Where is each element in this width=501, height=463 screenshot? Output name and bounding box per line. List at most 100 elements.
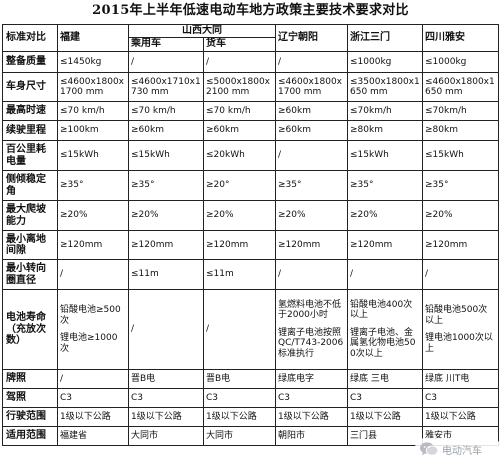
cell-zhejiang-line2: 锂离子电池、金属氢化物电池500次以上 <box>350 327 416 359</box>
cell-sichuan: 1级以下公路 <box>422 407 499 427</box>
cell-truck: C3 <box>203 388 276 408</box>
cell-passenger: / <box>128 51 204 73</box>
table-row: 牌照 / 晋B电 晋B电 绿底电字 绿底 三电 绿底 川T电 <box>2 369 499 389</box>
cell-passenger: 大同市 <box>128 426 204 446</box>
header-passenger: 乘用车 <box>128 37 204 52</box>
row-label: 续驶里程 <box>2 120 58 141</box>
row-label: 电池寿命（充放次数） <box>2 289 58 370</box>
cell-truck: ≤11m <box>203 259 276 290</box>
cell-sichuan: ≤70km/h <box>422 101 499 121</box>
cell-fujian: C3 <box>57 388 129 408</box>
row-label: 最小转向圈直径 <box>2 259 58 290</box>
header-row-2: 乘用车 货车 <box>3 37 499 52</box>
cell-sichuan: 绿底 川T电 <box>422 369 499 389</box>
cell-truck: 晋B电 <box>203 369 276 389</box>
header-truck: 货车 <box>203 37 276 52</box>
row-label: 整备质量 <box>2 51 58 73</box>
row-label: 最高时速 <box>2 101 58 121</box>
cell-liaoning: ≥120mm <box>275 230 348 260</box>
cell-zhejiang: ≤3500x1800x1650 mm <box>347 72 423 102</box>
cell-fujian: 1级以下公路 <box>57 407 129 427</box>
header-zhejiang: 浙江三门 <box>347 24 423 52</box>
cell-zhejiang: ≤15kWh <box>347 140 423 171</box>
cell-passenger: ≤70 km/h <box>128 101 204 121</box>
cell-fujian: ≤1450kg <box>57 51 129 73</box>
cell-liaoning: ≤4600x1800x1700 mm <box>275 72 348 102</box>
cell-zhejiang: ≤70km/h <box>347 101 423 121</box>
cell-fujian: / <box>57 369 129 389</box>
cell-truck: ≥20% <box>203 200 276 231</box>
cell-liaoning: ≥20% <box>275 200 348 231</box>
header-liaoning: 辽宁朝阳 <box>275 24 348 52</box>
cell-truck: ≥20° <box>203 170 276 201</box>
cell-fujian: 铅酸电池≥500次 锂电池≥1000次 <box>57 289 129 370</box>
cell-zhejiang: ≥80km <box>347 120 423 141</box>
cell-zhejiang: ≥20% <box>347 200 423 231</box>
table-row: 电池寿命（充放次数） 铅酸电池≥500次 锂电池≥1000次 / / 氢燃料电池… <box>2 289 499 370</box>
cell-sichuan: ≤15kWh <box>422 140 499 171</box>
cell-fujian: ≤4600x1800x1700 mm <box>57 72 129 102</box>
cell-passenger: ≤4600x1710x1730 mm <box>128 72 204 102</box>
cell-liaoning: 绿底电字 <box>275 369 348 389</box>
cell-sichuan: ≥35° <box>422 170 499 201</box>
cell-fujian-line1: 铅酸电池≥500次 <box>60 305 121 326</box>
cell-sichuan: ≤1000kg <box>422 51 499 73</box>
cell-fujian: 福建省 <box>57 426 129 446</box>
cell-passenger: ≤15kWh <box>128 140 204 171</box>
cell-passenger: ≥60km <box>128 120 204 141</box>
wechat-icon <box>419 441 439 457</box>
cell-sichuan: / <box>422 259 499 290</box>
cell-sichuan: ≥120mm <box>422 230 499 260</box>
cell-zhejiang: ≤1000kg <box>347 51 423 73</box>
cell-zhejiang: ≥35° <box>347 170 423 201</box>
cell-fujian: ≥20% <box>57 200 129 231</box>
cell-liaoning: 朝阳市 <box>275 426 348 446</box>
header-sichuan: 四川雅安 <box>422 24 499 52</box>
table-row: 最小离地间隙 ≥120mm ≥120mm ≥120mm ≥120mm ≥120m… <box>2 230 499 260</box>
watermark-text: 电动汽车 <box>442 445 482 457</box>
cell-truck: / <box>203 289 276 370</box>
table-row: 侧倾稳定角 ≥35° ≥35° ≥20° ≥35° ≥35° ≥35° <box>2 170 499 201</box>
header-row-1: 标准对比 福建 山西大同 辽宁朝阳 浙江三门 四川雅安 <box>2 24 499 52</box>
cell-truck: ≤70 km/h <box>203 101 276 121</box>
cell-liaoning-line1: 氢燃料电池不低于2000小时 <box>278 299 342 321</box>
cell-fujian: ≤15kWh <box>57 140 129 171</box>
cell-liaoning: / <box>275 259 348 290</box>
cell-fujian: / <box>57 259 129 290</box>
cell-sichuan: C3 <box>422 388 499 408</box>
cell-zhejiang: / <box>347 259 423 290</box>
cell-zhejiang: 三门县 <box>347 426 423 446</box>
cell-zhejiang: 1级以下公路 <box>347 407 423 427</box>
row-label: 侧倾稳定角 <box>2 170 58 201</box>
table-title: 2015年上半年低速电动车地方政策主要技术要求对比 <box>92 3 409 18</box>
cell-passenger: ≥20% <box>128 200 204 231</box>
cell-passenger: ≤11m <box>128 259 204 290</box>
cell-fujian: ≥120mm <box>57 230 129 260</box>
cell-truck: ≤5000x1800x2100 mm <box>203 72 276 102</box>
cell-liaoning: / <box>275 140 348 171</box>
table-row: 最大爬坡能力 ≥20% ≥20% ≥20% ≥20% ≥20% ≥20% <box>2 200 499 231</box>
row-label: 车身尺寸 <box>2 72 58 102</box>
cell-zhejiang: C3 <box>347 388 423 408</box>
row-label: 最小离地间隙 <box>2 230 58 260</box>
cell-zhejiang-line1: 铅酸电池400次以上 <box>350 299 413 321</box>
cell-fujian: ≤70 km/h <box>57 101 129 121</box>
header-shanxi: 山西大同 <box>128 24 276 38</box>
cell-passenger: / <box>128 289 204 370</box>
cell-liaoning: / <box>275 51 348 73</box>
cell-liaoning: 1级以下公路 <box>275 407 348 427</box>
cell-liaoning: ≥60km <box>275 101 348 121</box>
cell-passenger: C3 <box>128 388 204 408</box>
cell-sichuan: ≤4600x1800x1650 mm <box>422 72 499 102</box>
cell-fujian-line2: 锂电池≥1000次 <box>60 333 118 354</box>
cell-liaoning-line2: 锂离子电池按照QC/T743-2006标准执行 <box>278 327 344 359</box>
cell-fujian: ≥100km <box>57 120 129 141</box>
cell-truck: / <box>203 51 276 73</box>
table-row: 整备质量 ≤1450kg / / / ≤1000kg ≤1000kg <box>2 51 499 73</box>
cell-sichuan: ≥20% <box>422 200 499 231</box>
table-row: 适用范围 福建省 大同市 大同市 朝阳市 三门县 雅安市 <box>2 426 499 446</box>
header-fujian: 福建 <box>57 24 129 52</box>
table-row: 续驶里程 ≥100km ≥60km ≥60km ≥60km ≥80km ≥80k… <box>2 120 499 141</box>
row-label: 适用范围 <box>2 426 58 446</box>
cell-sichuan-line2: 锂电池1000次以上 <box>425 333 493 354</box>
